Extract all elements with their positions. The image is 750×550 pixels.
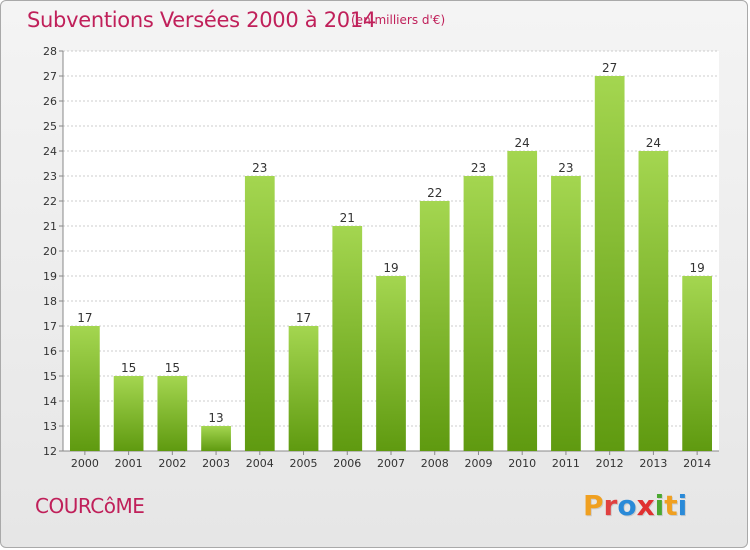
- bar: [376, 276, 406, 451]
- bar: [157, 376, 188, 451]
- bar-value-label: 17: [296, 311, 311, 325]
- bar-value-label: 24: [515, 136, 530, 150]
- x-tick-label: 2006: [333, 457, 361, 470]
- logo-letter: t: [664, 489, 678, 522]
- bar-value-label: 22: [427, 186, 442, 200]
- x-tick-label: 2005: [290, 457, 318, 470]
- y-tick-label: 21: [43, 220, 57, 233]
- y-tick-label: 26: [43, 95, 57, 108]
- bar: [244, 176, 275, 451]
- logo-letter: i: [654, 489, 665, 522]
- x-tick-label: 2011: [552, 457, 580, 470]
- logo-letter: o: [617, 489, 637, 522]
- logo-letter: P: [583, 489, 604, 522]
- y-tick-label: 27: [43, 70, 57, 83]
- proxiti-logo[interactable]: Proxiti: [583, 489, 687, 522]
- bar: [594, 76, 625, 451]
- bar: [507, 151, 538, 451]
- x-tick-label: 2008: [421, 457, 449, 470]
- commune-name: COURCôME: [35, 494, 145, 518]
- x-tick-label: 2001: [115, 457, 143, 470]
- y-tick-label: 20: [43, 245, 57, 258]
- bar-value-label: 24: [646, 136, 661, 150]
- y-tick-label: 22: [43, 195, 57, 208]
- y-tick-label: 15: [43, 370, 57, 383]
- bar: [332, 226, 363, 451]
- y-tick-label: 18: [43, 295, 57, 308]
- bar-value-label: 23: [252, 161, 267, 175]
- logo-letter: x: [636, 489, 655, 522]
- chart-subtitle: (en milliers d'€): [351, 13, 446, 27]
- x-tick-label: 2013: [639, 457, 667, 470]
- x-tick-label: 2002: [158, 457, 186, 470]
- bar: [419, 201, 450, 451]
- bar: [682, 276, 713, 451]
- logo-letter: i: [677, 489, 688, 522]
- logo-letter: r: [603, 489, 618, 522]
- bar: [551, 176, 581, 451]
- y-tick-label: 17: [43, 320, 57, 333]
- bar: [201, 426, 231, 451]
- x-tick-label: 2007: [377, 457, 405, 470]
- bar: [638, 151, 669, 451]
- x-tick-label: 2014: [683, 457, 711, 470]
- x-tick-label: 2010: [508, 457, 536, 470]
- x-tick-label: 2003: [202, 457, 230, 470]
- bar-value-label: 13: [208, 411, 223, 425]
- bar-value-label: 19: [689, 261, 704, 275]
- x-tick-label: 2009: [464, 457, 492, 470]
- bar: [113, 376, 144, 451]
- bar-value-label: 21: [340, 211, 355, 225]
- y-tick-label: 16: [43, 345, 57, 358]
- bar-value-label: 15: [165, 361, 180, 375]
- bar-value-label: 17: [77, 311, 92, 325]
- bar-value-label: 15: [121, 361, 136, 375]
- x-tick-label: 2004: [246, 457, 274, 470]
- bar: [69, 326, 100, 451]
- bar-value-label: 23: [558, 161, 573, 175]
- y-tick-label: 12: [43, 445, 57, 458]
- bar: [288, 326, 319, 451]
- y-tick-label: 14: [43, 395, 57, 408]
- bar-value-label: 23: [471, 161, 486, 175]
- y-tick-label: 24: [43, 145, 57, 158]
- x-tick-label: 2000: [71, 457, 99, 470]
- y-tick-label: 25: [43, 120, 57, 133]
- chart-title: Subventions Versées 2000 à 2014: [27, 8, 376, 32]
- y-tick-label: 23: [43, 170, 57, 183]
- bar-value-label: 27: [602, 61, 617, 75]
- y-tick-label: 28: [43, 45, 57, 58]
- bar-value-label: 19: [383, 261, 398, 275]
- bar: [463, 176, 494, 451]
- y-tick-label: 19: [43, 270, 57, 283]
- x-tick-label: 2012: [596, 457, 624, 470]
- y-tick-label: 13: [43, 420, 57, 433]
